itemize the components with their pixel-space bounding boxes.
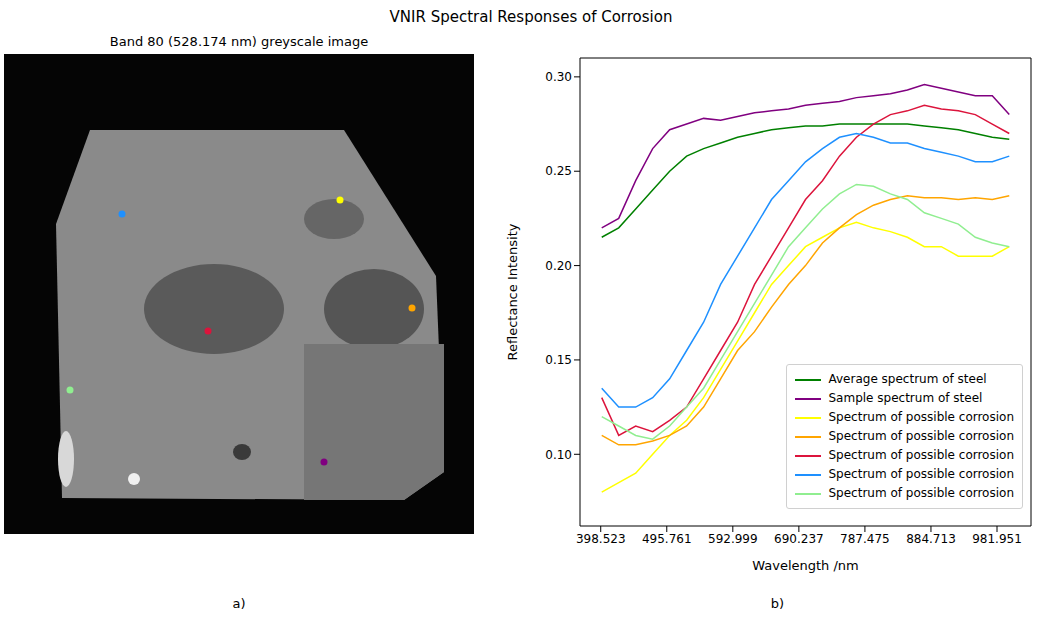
svg-text:398.523: 398.523	[576, 532, 626, 546]
svg-text:690.237: 690.237	[774, 532, 824, 546]
svg-text:0.15: 0.15	[545, 353, 572, 367]
html-text:Average spectrum of steel: Average spectrum of steel	[828, 372, 987, 386]
svg-text:981.951: 981.951	[972, 532, 1022, 546]
html-text:Spectrum of possible corrosion: Spectrum of possible corrosion	[828, 467, 1014, 481]
html-text:Spectrum of possible corrosion: Spectrum of possible corrosion	[828, 486, 1014, 500]
svg-text:592.999: 592.999	[708, 532, 758, 546]
html-text:Band 80 (528.174 nm) greyscale: Band 80 (528.174 nm) greyscale image	[109, 34, 369, 49]
svg-text:Reflectance Intensity: Reflectance Intensity	[505, 223, 520, 360]
html-text:a): a)	[232, 596, 246, 611]
html-text:Spectrum of possible corrosion: Spectrum of possible corrosion	[828, 448, 1014, 462]
html-text:Spectrum of possible corrosion: Spectrum of possible corrosion	[828, 410, 1014, 424]
html-text:Spectrum of possible corrosion: Spectrum of possible corrosion	[828, 429, 1014, 443]
svg-text:Wavelength /nm: Wavelength /nm	[752, 558, 859, 573]
svg-text:787.475: 787.475	[840, 532, 890, 546]
svg-text:0.25: 0.25	[545, 164, 572, 178]
svg-text:0.10: 0.10	[545, 448, 572, 462]
svg-text:884.713: 884.713	[906, 532, 956, 546]
html-text:b): b)	[770, 596, 785, 611]
svg-text:0.30: 0.30	[545, 70, 572, 84]
svg-text:495.761: 495.761	[642, 532, 692, 546]
html-text:VNIR Spectral Responses of Cor: VNIR Spectral Responses of Corrosion	[389, 8, 673, 26]
svg-text:0.20: 0.20	[545, 259, 572, 273]
html-text:Sample spectrum of steel: Sample spectrum of steel	[828, 391, 983, 405]
